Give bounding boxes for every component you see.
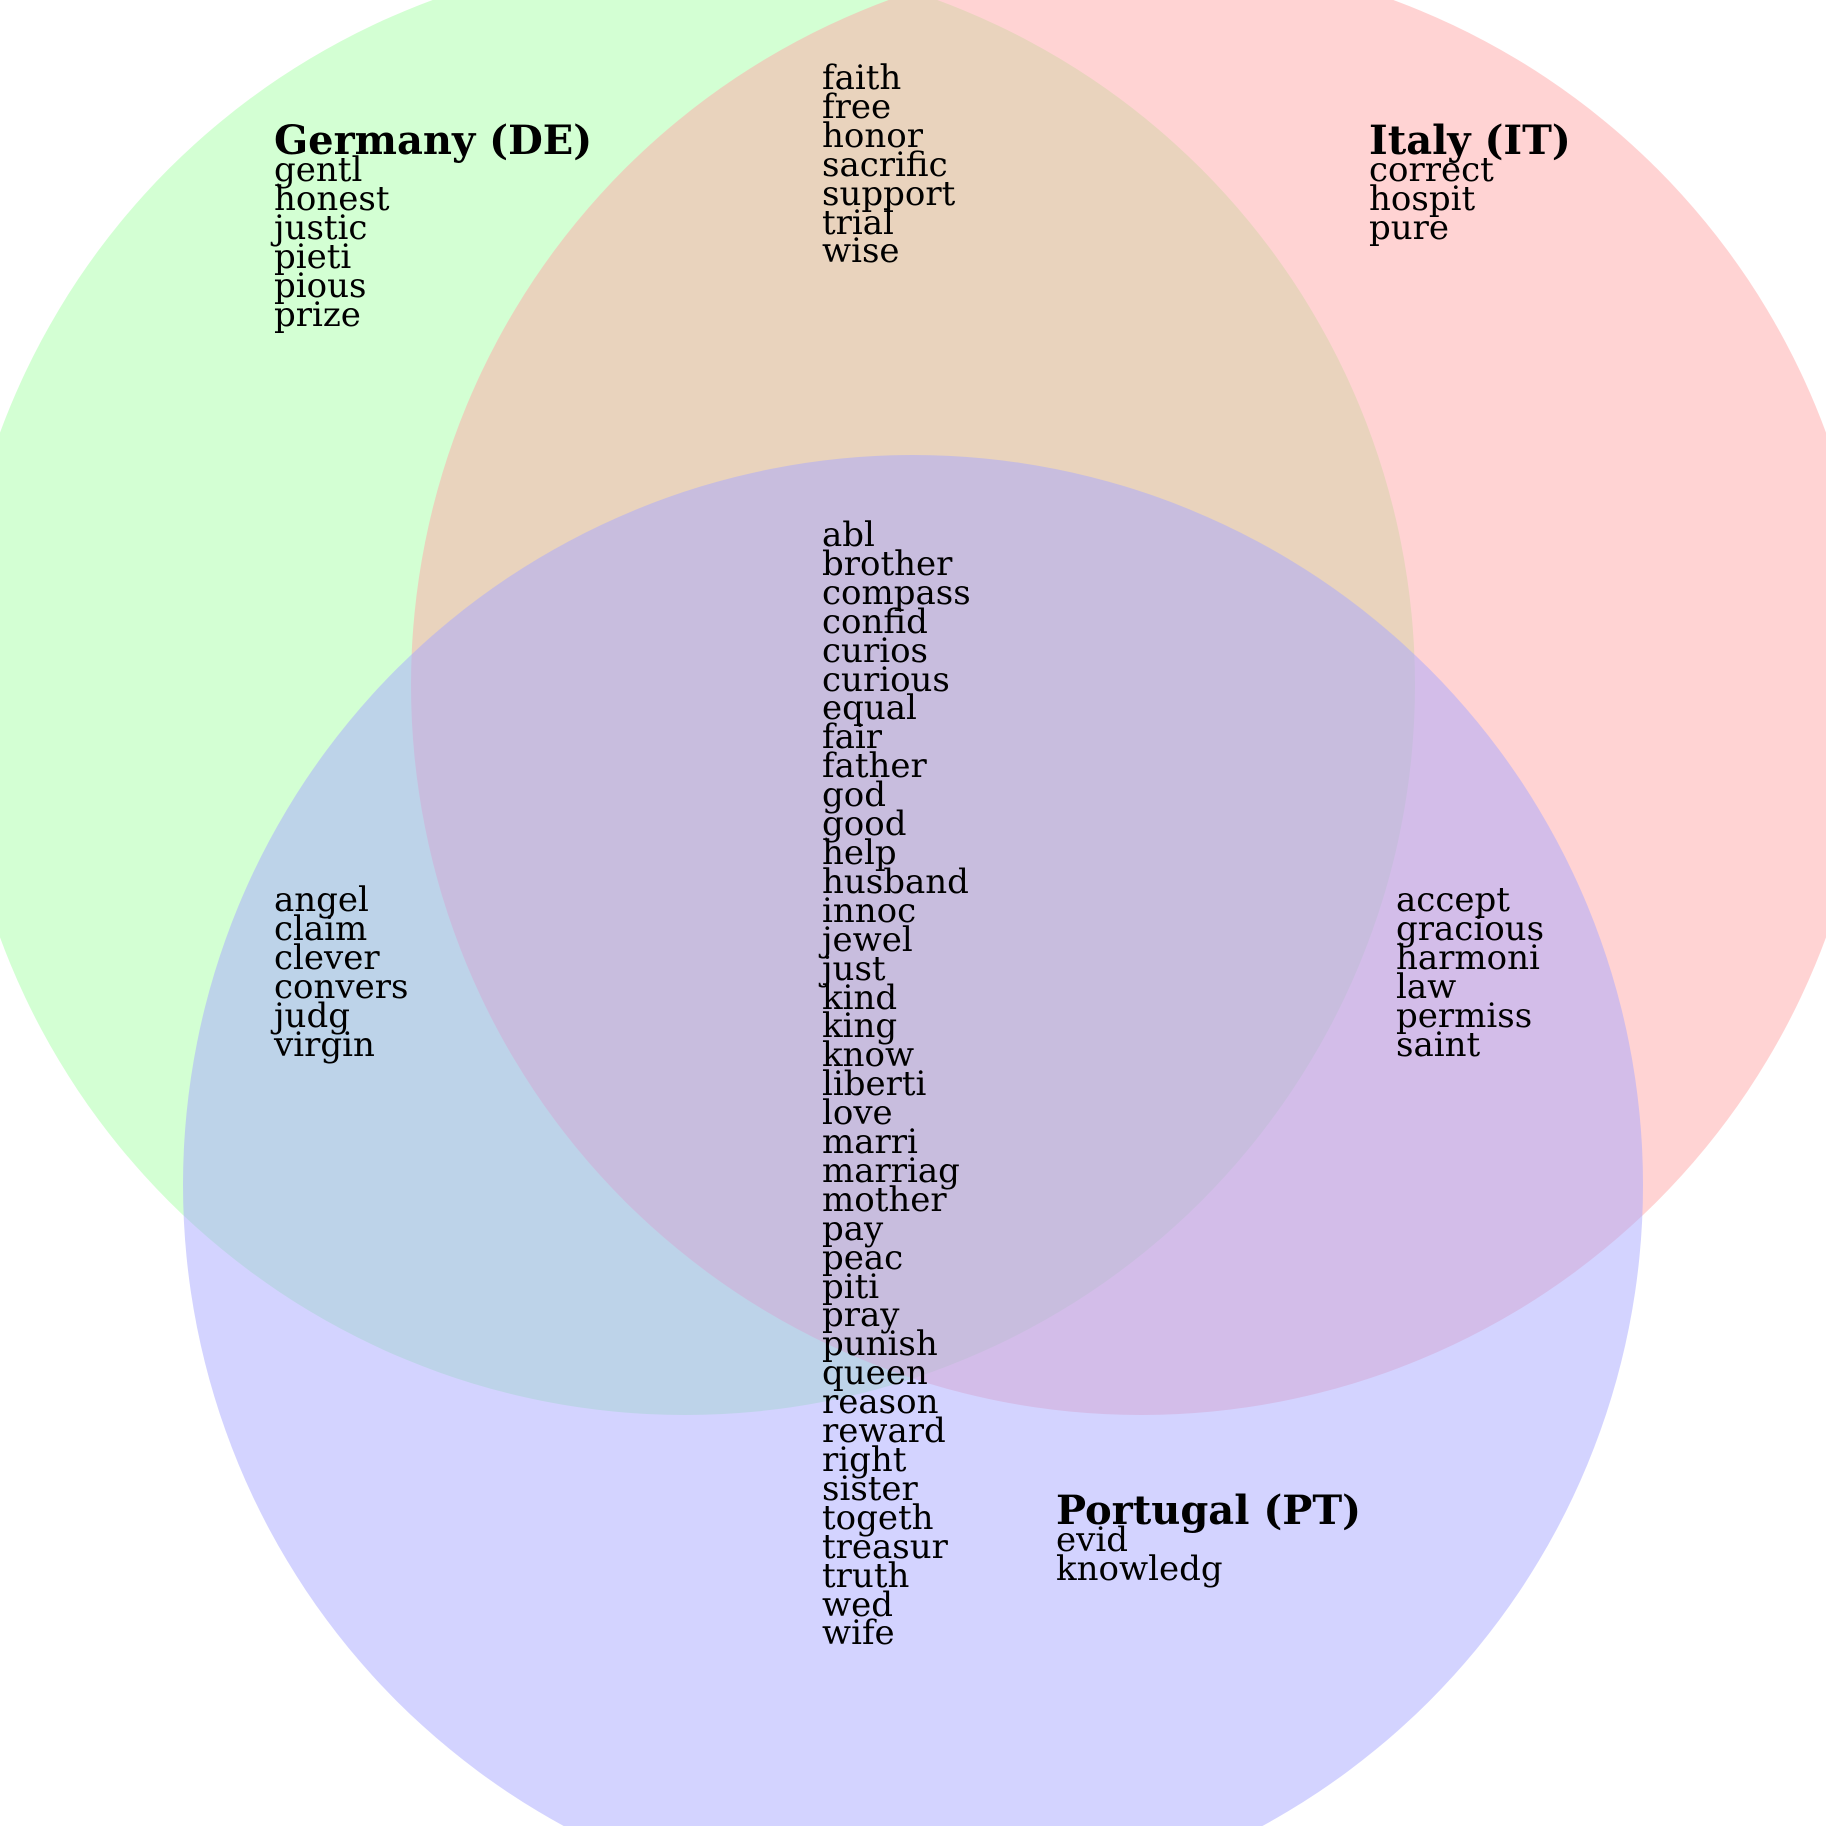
region-word: know (822, 1035, 915, 1076)
region-word: pure (1369, 207, 1450, 248)
region-word: trial (822, 202, 894, 243)
region-word: pieti (274, 236, 352, 277)
region-word: prize (274, 294, 361, 335)
region-word: honor (822, 115, 923, 156)
set-title-germany: Germany (DE) (274, 117, 593, 164)
region-word: wise (822, 231, 900, 272)
region-word: king (822, 1006, 898, 1047)
region-word: sister (822, 1468, 918, 1509)
region-word: truth (822, 1555, 910, 1596)
region-word: law (1396, 966, 1457, 1007)
region-word: abl (822, 515, 875, 555)
region-word: punish (822, 1324, 938, 1365)
region-word: innoc (822, 890, 917, 931)
region-word: liberti (822, 1064, 927, 1105)
region-word: judg (274, 995, 350, 1036)
region-word: jewel (822, 919, 913, 960)
region-word: curios (822, 630, 928, 671)
circle-portugal (183, 455, 1643, 1826)
region-word: kind (822, 977, 898, 1018)
region-word: brother (822, 543, 953, 584)
region-word: claim (274, 908, 368, 949)
region-word: piti (822, 1266, 880, 1307)
region-word: love (822, 1093, 893, 1134)
region-word: husband (822, 861, 969, 902)
region-word: right (822, 1440, 907, 1480)
region-word: marri (822, 1122, 918, 1163)
region-word: good (822, 804, 907, 845)
region-word: support (822, 173, 956, 214)
region-word: equal (822, 688, 917, 729)
region-word: hospit (1369, 178, 1476, 219)
region-word: pay (822, 1208, 884, 1249)
region-word: mother (822, 1179, 947, 1220)
region-word: saint (1396, 1024, 1481, 1065)
region-italy-portugal: accept gracious harmoni law permiss saint (1396, 880, 1545, 1065)
region-word: gentl (274, 150, 363, 190)
region-word: faith (822, 58, 902, 98)
region-word: togeth (822, 1497, 934, 1538)
region-word: treasur (822, 1526, 948, 1567)
region-word: curious (822, 659, 950, 700)
region-word: evid (1056, 1520, 1128, 1560)
region-word: marriag (822, 1150, 960, 1191)
region-all-three: abl brother compass confid curios curious equa… (822, 515, 971, 1654)
region-word: clever (274, 937, 380, 978)
region-word: wife (822, 1613, 895, 1654)
region-word: peac (822, 1237, 904, 1278)
region-word: angel (274, 880, 369, 920)
region-word: sacrific (822, 144, 948, 185)
region-word: father (822, 746, 927, 787)
region-word: compass (822, 572, 971, 613)
region-word: accept (1396, 880, 1510, 920)
region-word: reward (822, 1411, 946, 1452)
region-germany-italy: faith free honor sacrific support trial wise (822, 58, 956, 272)
region-word: virgin (274, 1024, 375, 1065)
region-word: correct (1369, 150, 1494, 190)
region-word: queen (822, 1353, 928, 1394)
region-word: free (822, 86, 892, 127)
region-word: fair (822, 717, 882, 758)
region-word: convers (274, 966, 409, 1007)
set-title-italy: Italy (IT) (1369, 117, 1571, 164)
region-portugal-only: Portugal (PT) evid knowledg (1056, 1487, 1362, 1589)
region-word: gracious (1396, 908, 1545, 949)
region-word: reason (822, 1382, 939, 1423)
region-word: honest (274, 178, 390, 219)
region-word: harmoni (1396, 937, 1540, 978)
region-italy-only: Italy (IT) correct hospit pure (1369, 117, 1571, 248)
region-word: just (822, 948, 886, 989)
region-word: help (822, 832, 897, 873)
region-germany-only: Germany (DE) gentl honest justic pieti pious… (274, 117, 593, 335)
region-word: god (822, 775, 886, 816)
region-germany-portugal: angel claim clever convers judg virgin (274, 880, 409, 1065)
region-word: justic (274, 207, 368, 248)
set-title-portugal: Portugal (PT) (1056, 1487, 1362, 1534)
region-word: knowledg (1056, 1548, 1223, 1589)
region-word: pious (274, 265, 367, 306)
region-word: wed (822, 1584, 893, 1625)
region-word: confid (822, 601, 928, 642)
region-word: pray (822, 1295, 900, 1336)
region-word: permiss (1396, 995, 1533, 1036)
